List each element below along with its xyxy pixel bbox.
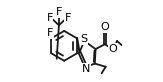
Text: O: O	[109, 44, 117, 54]
Text: F: F	[56, 7, 62, 17]
Text: S: S	[80, 34, 88, 44]
Text: O: O	[101, 22, 109, 32]
Text: F: F	[46, 13, 53, 23]
Text: N: N	[82, 64, 90, 74]
Text: F: F	[65, 13, 71, 23]
Text: F: F	[47, 28, 54, 38]
